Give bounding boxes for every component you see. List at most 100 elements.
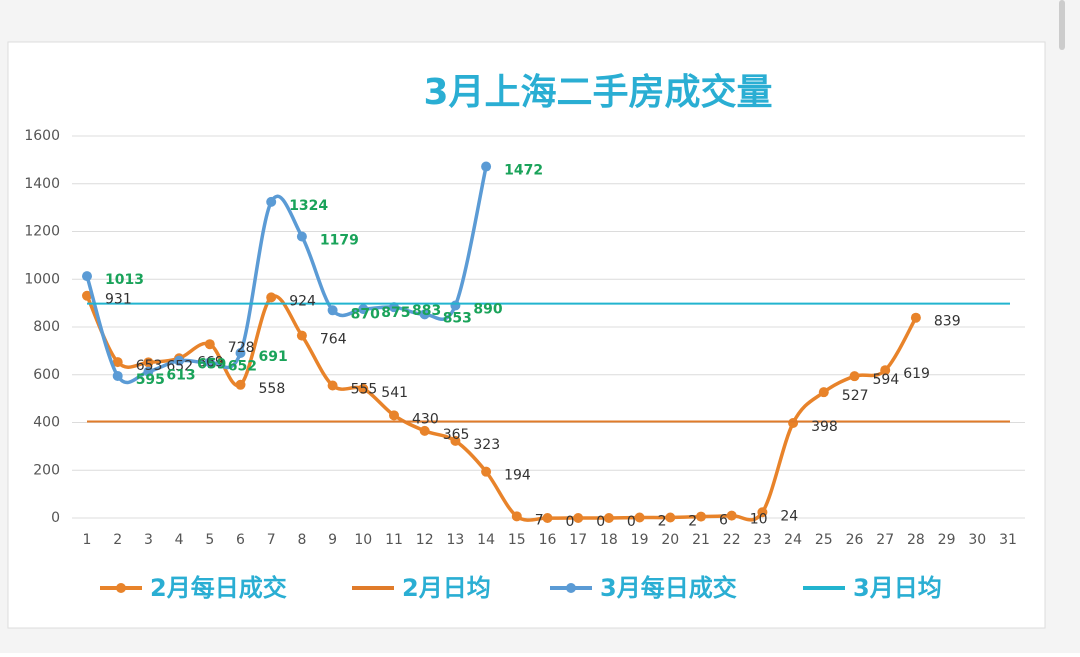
value-label: 669 [197,354,224,370]
point [757,507,768,518]
value-label: 1179 [320,233,359,249]
value-label: 1324 [289,198,328,214]
value-label: 931 [105,292,132,308]
point [358,304,369,315]
point [880,365,891,376]
value-label: 653 [136,358,163,374]
legend-marker [566,583,576,593]
point [82,290,92,301]
x-tick-label: 8 [297,532,306,548]
scrollbar [1059,0,1065,50]
y-tick-label: 1000 [24,271,60,287]
value-label: 0 [627,514,636,530]
value-label: 558 [259,381,286,397]
value-label: 594 [873,372,900,388]
point [112,357,123,368]
y-tick-label: 0 [51,510,60,526]
legend-marker [116,583,126,593]
x-tick-label: 4 [175,532,184,548]
value-label: 764 [320,332,347,348]
x-tick-label: 15 [508,532,526,548]
legend-label: 3月每日成交 [600,574,737,602]
point [204,339,215,350]
x-tick-label: 30 [968,532,986,548]
x-tick-label: 29 [938,532,956,548]
point [450,300,461,311]
value-label: 853 [443,310,472,326]
value-label: 7 [535,512,544,528]
point [174,355,185,366]
x-tick-label: 28 [907,532,925,548]
value-label: 875 [381,305,410,321]
value-label: 555 [351,381,378,397]
legend-label: 3月日均 [853,574,942,602]
point [235,348,246,359]
x-tick-label: 9 [328,532,337,548]
x-tick-label: 6 [236,532,245,548]
x-tick-label: 26 [846,532,864,548]
value-label: 924 [289,293,316,309]
x-tick-label: 1 [83,532,92,548]
point [82,271,92,282]
x-tick-label: 25 [815,532,833,548]
x-tick-label: 5 [205,532,214,548]
x-tick-label: 24 [784,532,802,548]
point [112,370,123,381]
value-label: 6 [719,513,728,529]
value-label: 691 [259,349,288,365]
point [389,410,399,421]
legend-label: 2月每日成交 [150,574,287,602]
value-label: 870 [351,306,380,322]
x-tick-label: 13 [446,532,464,548]
point [542,513,553,523]
point [327,380,338,391]
value-label: 659 [197,357,226,373]
point [419,425,430,436]
x-tick-label: 31 [999,532,1017,548]
value-label: 728 [228,340,255,356]
point [235,379,246,390]
value-label: 194 [504,468,531,484]
value-label: 595 [136,372,165,388]
x-tick-label: 10 [354,532,372,548]
x-tick-label: 2 [113,532,122,548]
point [389,302,399,313]
point [204,357,215,368]
value-label: 24 [780,508,798,524]
value-label: 323 [473,437,500,453]
point [450,435,461,446]
x-tick-label: 7 [267,532,276,548]
x-tick-label: 14 [477,532,495,548]
value-label: 527 [842,388,869,404]
y-tick-label: 1600 [24,128,60,144]
value-label: 652 [228,358,257,374]
value-label: 430 [412,411,439,427]
value-label: 0 [596,514,605,530]
x-tick-label: 21 [692,532,710,548]
point [327,305,338,316]
x-tick-label: 18 [600,532,618,548]
value-label: 0 [566,514,575,530]
value-label: 1013 [105,272,144,288]
value-label: 619 [903,366,930,382]
point [358,383,369,394]
value-label: 2 [688,514,697,530]
point [818,387,829,398]
value-label: 365 [443,427,470,443]
value-label: 883 [412,303,441,319]
y-tick-label: 1200 [24,224,60,240]
value-label: 1472 [504,163,543,179]
x-tick-label: 20 [661,532,679,548]
x-tick-label: 23 [753,532,771,548]
point [634,512,645,523]
value-label: 613 [166,368,195,384]
value-label: 2 [658,514,667,530]
point [296,330,307,341]
x-tick-label: 12 [416,532,434,548]
chart-panel [7,41,1046,629]
x-tick-label: 19 [631,532,649,548]
point [849,371,860,382]
value-label: 10 [750,512,768,528]
